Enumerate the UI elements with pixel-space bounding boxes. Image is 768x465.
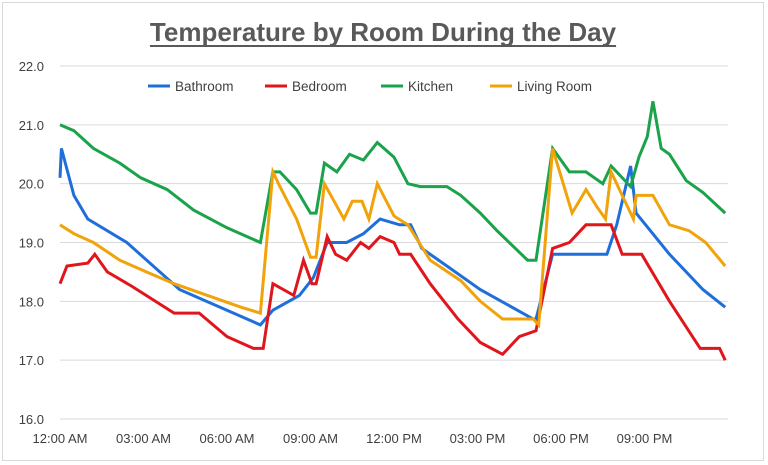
x-tick-label: 03:00 AM — [116, 431, 171, 446]
y-tick-label: 20.0 — [19, 177, 44, 192]
chart-frame — [2, 2, 764, 461]
x-tick-label: 09:00 AM — [283, 431, 338, 446]
y-tick-label: 22.0 — [19, 59, 44, 74]
series-line-living-room — [59, 147, 727, 329]
legend: Bathroom Bedroom Kitchen Living Room — [148, 79, 592, 94]
series-line-kitchen — [59, 101, 727, 262]
chart-title: Temperature by Room During the Day — [150, 17, 617, 47]
series-line-bathroom — [58, 148, 727, 327]
x-tick-label: 09:00 PM — [617, 431, 673, 446]
legend-item: Bathroom — [148, 79, 234, 94]
x-tick-label: 06:00 PM — [533, 431, 589, 446]
x-tick-label: 12:00 AM — [33, 431, 88, 446]
legend-label: Kitchen — [408, 79, 453, 94]
x-tick-label: 12:00 PM — [366, 431, 422, 446]
series-lines — [58, 101, 727, 361]
y-tick-label: 17.0 — [19, 353, 44, 368]
legend-label: Bathroom — [175, 79, 234, 94]
y-tick-label: 18.0 — [19, 294, 44, 309]
y-tick-label: 21.0 — [19, 118, 44, 133]
legend-item: Bedroom — [265, 79, 347, 94]
x-tick-label: 06:00 AM — [200, 431, 255, 446]
y-axis-ticks: 16.0 17.0 18.0 19.0 20.0 21.0 22.0 — [19, 59, 44, 427]
legend-item: Living Room — [490, 79, 592, 94]
legend-label: Living Room — [517, 79, 592, 94]
legend-label: Bedroom — [292, 79, 347, 94]
y-tick-label: 19.0 — [19, 236, 44, 251]
x-axis-ticks: 12:00 AM 03:00 AM 06:00 AM 09:00 AM 12:00 PM… — [33, 431, 673, 446]
x-tick-label: 03:00 PM — [450, 431, 506, 446]
y-tick-label: 16.0 — [19, 412, 44, 427]
legend-item: Kitchen — [381, 79, 453, 94]
series-line-bedroom — [58, 223, 727, 361]
